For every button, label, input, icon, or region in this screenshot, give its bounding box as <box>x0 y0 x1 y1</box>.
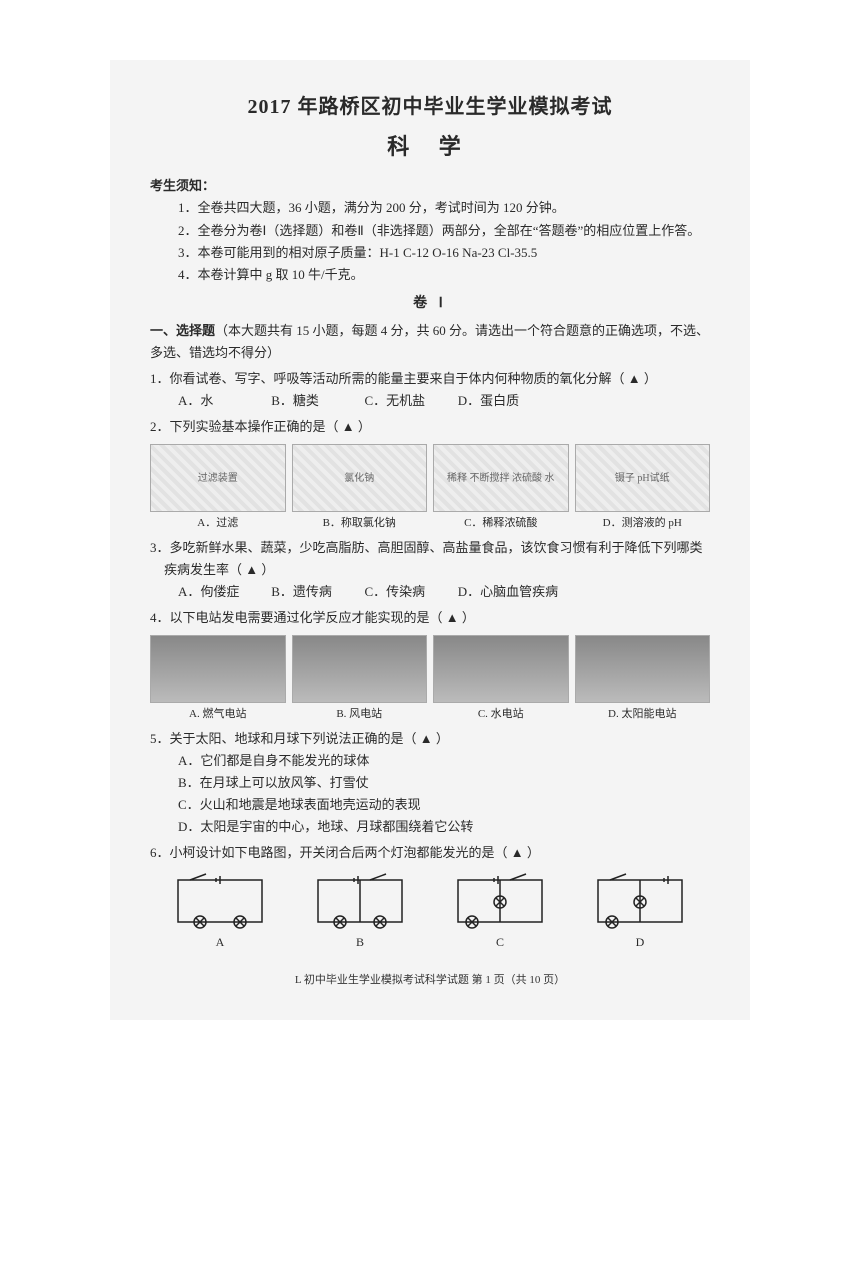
q4-fig-c-cap: C. 水电站 <box>433 705 569 724</box>
wind-plant-photo-icon <box>292 635 428 703</box>
section1-desc: （本大题共有 15 小题，每题 4 分，共 60 分。请选出一个符合题意的正确选… <box>150 323 709 360</box>
exam-title-line1: 2017 年路桥区初中毕业生学业模拟考试 <box>150 90 710 124</box>
q1-stem: 1．你看试卷、写字、呼吸等活动所需的能量主要来自于体内何种物质的氧化分解（ ▲ … <box>150 368 710 390</box>
notice-item: 4．本卷计算中 g 取 10 牛/千克。 <box>178 264 710 286</box>
q3-opt-d: D．心脑血管疾病 <box>458 581 558 603</box>
q5-opt-d: D．太阳是宇宙的中心，地球、月球都围绕着它公转 <box>178 816 710 838</box>
ph-test-icon: 镊子 pH试纸 <box>575 444 711 512</box>
section1-title: 一、选择题 <box>150 323 215 338</box>
filter-apparatus-icon: 过滤装置 <box>150 444 286 512</box>
q3-options: A．佝偻症 B．遗传病 C．传染病 D．心脑血管疾病 <box>150 581 710 603</box>
dilute-acid-icon: 稀释 不断搅拌 浓硫酸 水 <box>433 444 569 512</box>
question-2: 2．下列实验基本操作正确的是（ ▲ ） 过滤装置 A．过滤 氯化钠 B．称取氯化… <box>150 416 710 533</box>
gas-plant-photo-icon <box>150 635 286 703</box>
q6-label-a: A <box>170 932 270 952</box>
q6-label-d: D <box>590 932 690 952</box>
q5-opt-c: C．火山和地震是地球表面地壳运动的表现 <box>178 794 710 816</box>
q1-opt-d: D．蛋白质 <box>458 390 548 412</box>
q5-options: A．它们都是自身不能发光的球体 B．在月球上可以放风筝、打雪仗 C．火山和地震是… <box>150 750 710 838</box>
q4-fig-b: B. 风电站 <box>292 635 428 724</box>
section1-heading: 一、选择题（本大题共有 15 小题，每题 4 分，共 60 分。请选出一个符合题… <box>150 320 710 364</box>
q6-circuit-c: C <box>450 872 550 952</box>
circuit-c-icon <box>450 872 550 930</box>
hydro-plant-photo-icon <box>433 635 569 703</box>
q2-fig-b: 氯化钠 B．称取氯化钠 <box>292 444 428 533</box>
notice-item: 2．全卷分为卷Ⅰ（选择题）和卷Ⅱ（非选择题）两部分，全部在“答题卷”的相应位置上… <box>178 220 710 242</box>
q1-opt-a: A．水 <box>178 390 268 412</box>
q2-fig-a: 过滤装置 A．过滤 <box>150 444 286 533</box>
exam-page: 2017 年路桥区初中毕业生学业模拟考试 科 学 考生须知： 1．全卷共四大题，… <box>110 60 750 1020</box>
q4-fig-b-cap: B. 风电站 <box>292 705 428 724</box>
q2-stem: 2．下列实验基本操作正确的是（ ▲ ） <box>150 416 710 438</box>
q6-circuit-a: A <box>170 872 270 952</box>
q1-options: A．水 B．糖类 C．无机盐 D．蛋白质 <box>150 390 710 412</box>
q4-fig-a: A. 燃气电站 <box>150 635 286 724</box>
q3-stem: 3．多吃新鲜水果、蔬菜，少吃高脂肪、高胆固醇、高盐量食品，该饮食习惯有利于降低下… <box>150 537 710 581</box>
q2-fig-b-cap: B．称取氯化钠 <box>292 514 428 533</box>
q4-fig-a-cap: A. 燃气电站 <box>150 705 286 724</box>
question-5: 5．关于太阳、地球和月球下列说法正确的是（ ▲ ） A．它们都是自身不能发光的球… <box>150 728 710 838</box>
q6-circuit-row: A B <box>150 872 710 952</box>
q1-opt-c: C．无机盐 <box>365 390 455 412</box>
juan-label: 卷 Ⅰ <box>150 292 710 316</box>
q4-stem: 4．以下电站发电需要通过化学反应才能实现的是（ ▲ ） <box>150 607 710 629</box>
q6-label-b: B <box>310 932 410 952</box>
notice-item: 1．全卷共四大题，36 小题，满分为 200 分，考试时间为 120 分钟。 <box>178 197 710 219</box>
q6-stem: 6．小柯设计如下电路图，开关闭合后两个灯泡都能发光的是（ ▲ ） <box>150 842 710 864</box>
question-1: 1．你看试卷、写字、呼吸等活动所需的能量主要来自于体内何种物质的氧化分解（ ▲ … <box>150 368 710 412</box>
notice-item: 3．本卷可能用到的相对原子质量：H-1 C-12 O-16 Na-23 Cl-3… <box>178 242 710 264</box>
q5-opt-a: A．它们都是自身不能发光的球体 <box>178 750 710 772</box>
circuit-b-icon <box>310 872 410 930</box>
circuit-d-icon <box>590 872 690 930</box>
q2-fig-a-cap: A．过滤 <box>150 514 286 533</box>
q4-fig-d-cap: D. 太阳能电站 <box>575 705 711 724</box>
q4-fig-d: D. 太阳能电站 <box>575 635 711 724</box>
question-3: 3．多吃新鲜水果、蔬菜，少吃高脂肪、高胆固醇、高盐量食品，该饮食习惯有利于降低下… <box>150 537 710 603</box>
q3-opt-c: C．传染病 <box>365 581 455 603</box>
q5-opt-b: B．在月球上可以放风筝、打雪仗 <box>178 772 710 794</box>
solar-plant-photo-icon <box>575 635 711 703</box>
q3-opt-b: B．遗传病 <box>271 581 361 603</box>
q4-figure-row: A. 燃气电站 B. 风电站 C. 水电站 D. 太阳能电站 <box>150 635 710 724</box>
notice-list: 1．全卷共四大题，36 小题，满分为 200 分，考试时间为 120 分钟。 2… <box>178 197 710 285</box>
q2-fig-d-cap: D．测溶液的 pH <box>575 514 711 533</box>
question-6: 6．小柯设计如下电路图，开关闭合后两个灯泡都能发光的是（ ▲ ） A <box>150 842 710 952</box>
q2-fig-c: 稀释 不断搅拌 浓硫酸 水 C．稀释浓硫酸 <box>433 444 569 533</box>
exam-title-line2: 科 学 <box>150 128 710 165</box>
q6-label-c: C <box>450 932 550 952</box>
q2-fig-d: 镊子 pH试纸 D．测溶液的 pH <box>575 444 711 533</box>
balance-scale-icon: 氯化钠 <box>292 444 428 512</box>
circuit-a-icon <box>170 872 270 930</box>
q6-circuit-b: B <box>310 872 410 952</box>
q4-fig-c: C. 水电站 <box>433 635 569 724</box>
q3-opt-a: A．佝偻症 <box>178 581 268 603</box>
question-4: 4．以下电站发电需要通过化学反应才能实现的是（ ▲ ） A. 燃气电站 B. 风… <box>150 607 710 724</box>
page-footer: L 初中毕业生学业模拟考试科学试题 第 1 页（共 10 页） <box>150 971 710 990</box>
q1-opt-b: B．糖类 <box>271 390 361 412</box>
q5-stem: 5．关于太阳、地球和月球下列说法正确的是（ ▲ ） <box>150 728 710 750</box>
q2-fig-c-cap: C．稀释浓硫酸 <box>433 514 569 533</box>
notice-heading: 考生须知： <box>150 175 710 197</box>
q6-circuit-d: D <box>590 872 690 952</box>
q2-figure-row: 过滤装置 A．过滤 氯化钠 B．称取氯化钠 稀释 不断搅拌 浓硫酸 水 C．稀释… <box>150 444 710 533</box>
